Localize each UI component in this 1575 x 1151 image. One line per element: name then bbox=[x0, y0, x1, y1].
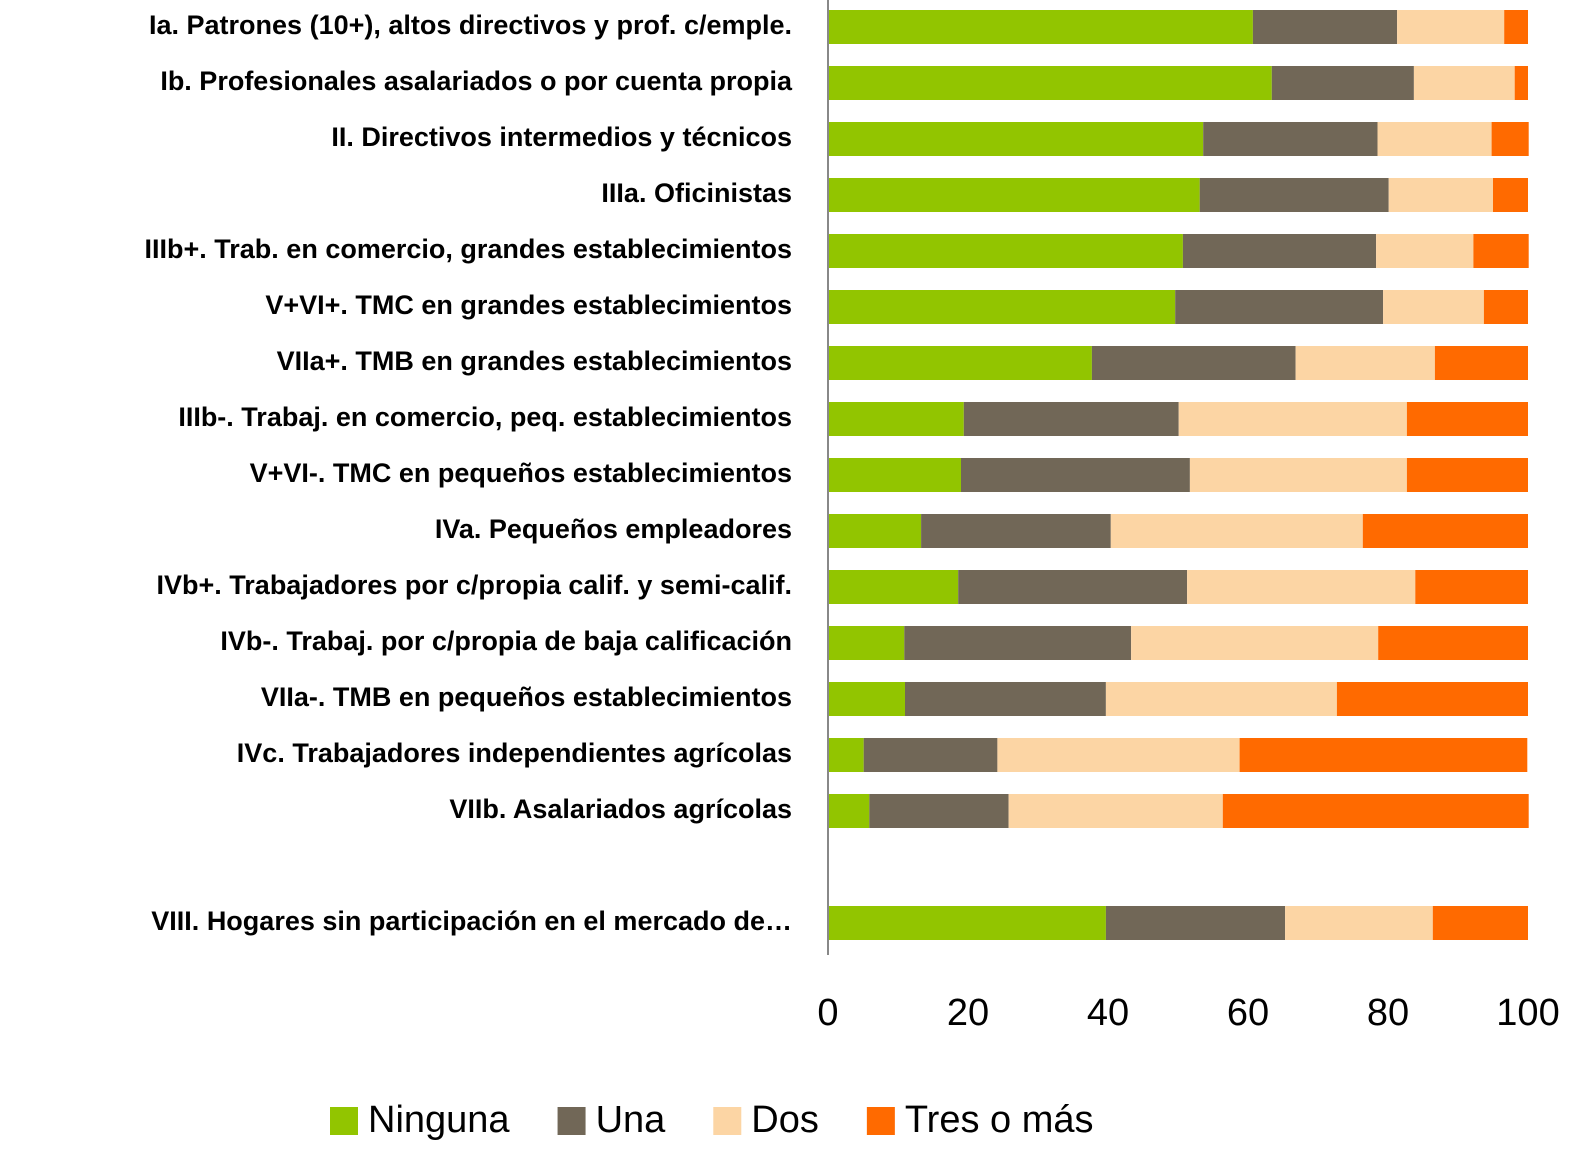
legend-swatch bbox=[330, 1107, 358, 1135]
bar-segment bbox=[828, 626, 905, 660]
bar-segment bbox=[828, 906, 1106, 940]
legend-swatch bbox=[866, 1107, 895, 1135]
bar-segment bbox=[904, 626, 1132, 660]
bar-segment bbox=[1285, 906, 1433, 940]
bar-segment bbox=[1178, 402, 1407, 436]
bar-segment bbox=[1406, 402, 1528, 436]
bar-segment bbox=[1105, 682, 1337, 716]
bar-segment bbox=[1336, 682, 1528, 716]
bar-segment bbox=[1203, 122, 1378, 156]
bar-segment bbox=[1388, 178, 1493, 212]
x-tick-label: 20 bbox=[947, 992, 989, 1034]
bar-segment bbox=[905, 682, 1106, 716]
bar-segment bbox=[1091, 346, 1296, 380]
bar-segment bbox=[1131, 626, 1379, 660]
bar-segment bbox=[1483, 290, 1528, 324]
x-tick-label: 60 bbox=[1227, 992, 1269, 1034]
bar-segment bbox=[828, 570, 959, 604]
bar-segment bbox=[828, 178, 1200, 212]
x-tick-label: 100 bbox=[1496, 992, 1559, 1034]
bar-segment bbox=[828, 10, 1253, 44]
bar-segment bbox=[1252, 10, 1398, 44]
bar-segment bbox=[1397, 10, 1505, 44]
x-tick-label: 0 bbox=[817, 992, 838, 1034]
bar-segment bbox=[1239, 738, 1528, 772]
category-label: Ia. Patrones (10+), altos directivos y p… bbox=[149, 10, 792, 40]
legend-swatch bbox=[713, 1107, 742, 1135]
bar-segment bbox=[1432, 906, 1528, 940]
bar-segment bbox=[828, 290, 1176, 324]
bar-segment bbox=[1406, 458, 1528, 492]
bar-segment bbox=[1199, 178, 1389, 212]
bar-segment bbox=[1187, 570, 1416, 604]
category-label: IVb-. Trabaj. por c/propia de baja calif… bbox=[220, 626, 792, 656]
legend-label: Una bbox=[596, 1099, 667, 1141]
bar-segment bbox=[1493, 178, 1528, 212]
bar-segment bbox=[828, 738, 864, 772]
category-label: Ib. Profesionales asalariados o por cuen… bbox=[160, 66, 793, 96]
bar-segment bbox=[1504, 10, 1528, 44]
bar-segment bbox=[1473, 234, 1529, 268]
category-label: VIIa-. TMB en pequeños establecimientos bbox=[261, 682, 792, 712]
bar-segment bbox=[1295, 346, 1435, 380]
bar-segment bbox=[1434, 346, 1528, 380]
category-label: II. Directivos intermedios y técnicos bbox=[331, 122, 792, 152]
category-label: VIIa+. TMB en grandes establecimientos bbox=[277, 346, 792, 376]
bar-segment bbox=[1376, 234, 1474, 268]
bar-segment bbox=[828, 234, 1183, 268]
bar-segment bbox=[1491, 122, 1529, 156]
bar-segment bbox=[921, 514, 1111, 548]
x-tick-label: 40 bbox=[1087, 992, 1129, 1034]
bar-segment bbox=[1175, 290, 1384, 324]
bar-segment bbox=[1110, 514, 1363, 548]
bar-segment bbox=[958, 570, 1188, 604]
bar-segment bbox=[1222, 794, 1529, 828]
bar-segment bbox=[1514, 66, 1528, 100]
bar-segment bbox=[1189, 458, 1407, 492]
bar-segment bbox=[1362, 514, 1528, 548]
bar-segment bbox=[1413, 66, 1515, 100]
category-label: VIIb. Asalariados agrícolas bbox=[449, 794, 792, 824]
bar-segment bbox=[961, 458, 1190, 492]
bar-segment bbox=[1377, 122, 1492, 156]
category-label: IIIb+. Trab. en comercio, grandes establ… bbox=[145, 234, 792, 264]
bar-segment bbox=[1383, 290, 1484, 324]
bar-segment bbox=[1415, 570, 1528, 604]
bar-segment bbox=[828, 66, 1272, 100]
category-label: V+VI-. TMC en pequeños establecimientos bbox=[250, 458, 792, 488]
bar-segment bbox=[1378, 626, 1528, 660]
bar-segment bbox=[1105, 906, 1286, 940]
bar-segment bbox=[997, 738, 1240, 772]
category-label: V+VI+. TMC en grandes establecimientos bbox=[265, 290, 792, 320]
legend-swatch bbox=[557, 1107, 586, 1135]
bar-segment bbox=[828, 514, 922, 548]
bar-segment bbox=[963, 402, 1179, 436]
bar-segment bbox=[1182, 234, 1377, 268]
bar-segment bbox=[1271, 66, 1414, 100]
category-label: VIII. Hogares sin participación en el me… bbox=[151, 906, 792, 936]
x-tick-label: 80 bbox=[1367, 992, 1409, 1034]
bar-segment bbox=[828, 794, 870, 828]
category-label: IVa. Pequeños empleadores bbox=[435, 514, 792, 544]
bar-segment bbox=[828, 458, 961, 492]
bar-segment bbox=[828, 682, 905, 716]
legend-label: Ninguna bbox=[368, 1099, 510, 1141]
bar-segment bbox=[828, 346, 1092, 380]
bar-segment bbox=[1008, 794, 1223, 828]
category-label: IVb+. Trabajadores por c/propia calif. y… bbox=[157, 570, 792, 600]
legend-label: Tres o más bbox=[905, 1099, 1094, 1141]
category-label: IIIa. Oficinistas bbox=[601, 178, 792, 208]
bar-segment bbox=[828, 122, 1204, 156]
bar-segment bbox=[863, 738, 998, 772]
legend-label: Dos bbox=[751, 1099, 819, 1141]
bar-segment bbox=[828, 402, 964, 436]
category-label: IIIb-. Trabaj. en comercio, peq. estable… bbox=[178, 402, 792, 432]
category-label: IVc. Trabajadores independientes agrícol… bbox=[237, 738, 792, 768]
bar-segment bbox=[869, 794, 1009, 828]
